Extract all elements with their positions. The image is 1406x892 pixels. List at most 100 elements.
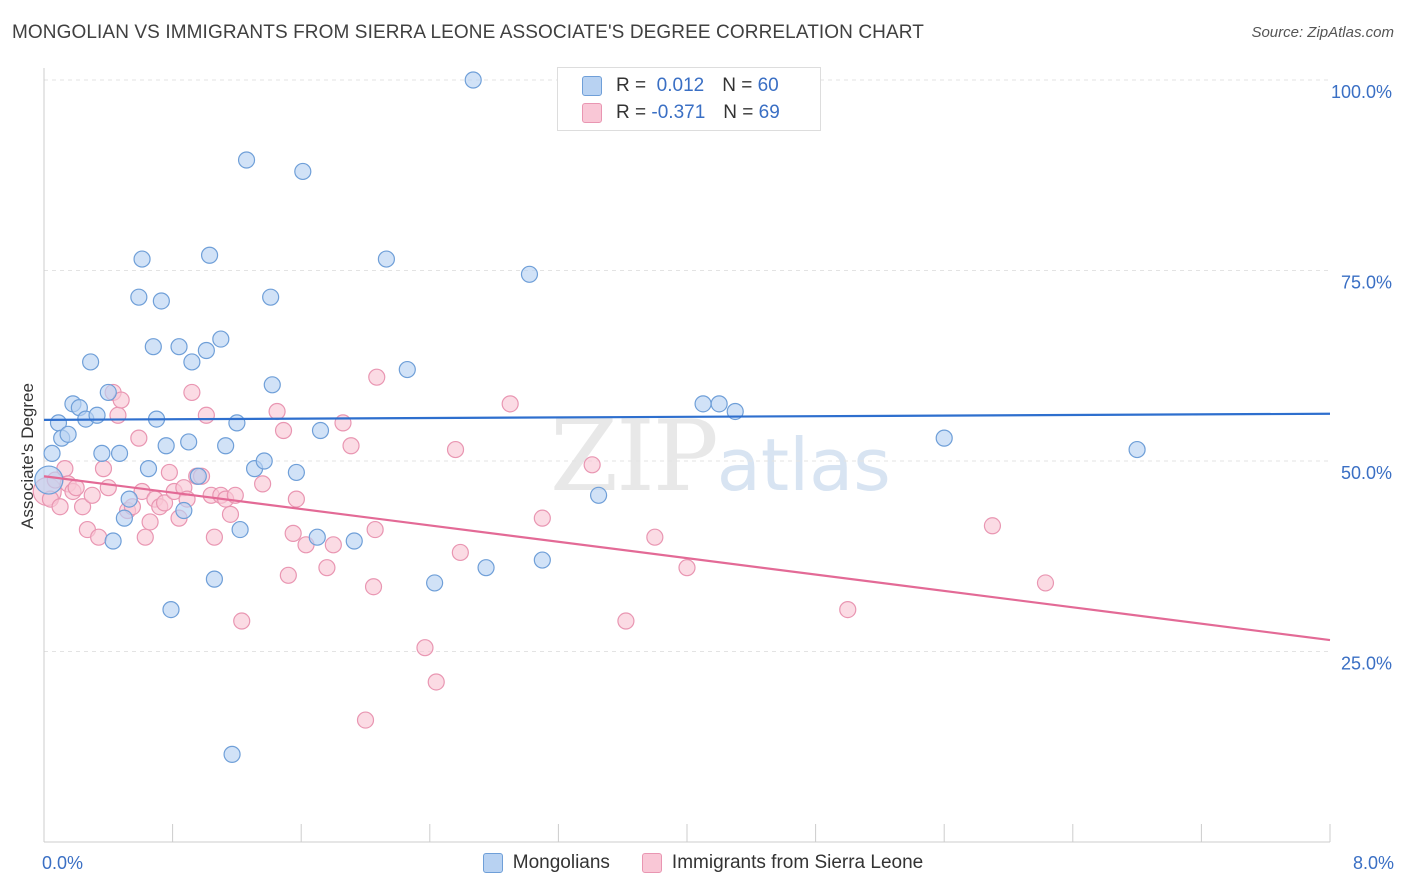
r-label: R =	[616, 75, 647, 96]
point-mongolian	[477, 559, 495, 577]
point-mongolian	[162, 600, 180, 619]
chart-source: Source: ZipAtlas.com	[1251, 24, 1394, 41]
point-mongolian	[180, 433, 198, 451]
y-axis-label: Associate's Degree	[18, 383, 37, 529]
point-mongolian	[255, 452, 273, 470]
point-mongolian	[133, 250, 151, 268]
point-sierra-leone	[254, 475, 272, 493]
point-sierra-leone	[268, 402, 286, 421]
point-mongolian	[170, 338, 188, 356]
point-sierra-leone	[318, 559, 336, 577]
point-mongolian	[520, 265, 539, 283]
point-mongolian	[88, 406, 106, 424]
point-mongolian	[197, 341, 215, 360]
point-mongolian	[589, 486, 608, 504]
chart-title: MONGOLIAN VS IMMIGRANTS FROM SIERRA LEON…	[12, 22, 924, 43]
legend-item-sierra-leone: Immigrants from Sierra Leone	[641, 852, 924, 874]
correlation-row-mongolians: R = 0.012 N = 60	[582, 74, 779, 98]
point-mongolian	[287, 463, 305, 482]
point-sierra-leone	[90, 528, 108, 546]
point-sierra-leone	[130, 429, 148, 447]
point-sierra-leone	[155, 494, 174, 512]
point-sierra-leone	[73, 498, 92, 516]
point-sierra-leone	[205, 528, 223, 546]
correlation-row-sierra-leone: R = -0.371 N = 69	[582, 101, 780, 125]
point-mongolian	[464, 71, 482, 89]
point-sierra-leone	[141, 513, 159, 531]
series-legend: Mongolians Immigrants from Sierra Leone	[0, 852, 1406, 874]
point-sierra-leone	[501, 395, 519, 413]
point-mongolian	[139, 460, 158, 478]
point-mongolian	[34, 465, 64, 495]
trendline-sierra-leone	[43, 475, 1331, 642]
point-mongolian	[377, 250, 395, 268]
point-sierra-leone	[109, 406, 127, 424]
point-mongolian	[152, 292, 170, 310]
point-sierra-leone	[94, 460, 113, 478]
point-sierra-leone	[99, 479, 117, 497]
point-mongolian	[157, 437, 175, 455]
correlation-legend: R = 0.012 N = 60 R = -0.371 N = 69	[557, 67, 821, 131]
point-mongolian	[426, 574, 444, 592]
point-sierra-leone	[233, 612, 251, 630]
point-mongolian	[115, 509, 133, 527]
point-mongolian	[144, 338, 162, 356]
y-tick-label: 50.0%	[1341, 463, 1392, 483]
legend-swatch-blue	[582, 76, 602, 96]
point-sierra-leone	[1036, 574, 1055, 592]
point-mongolian	[205, 570, 223, 588]
point-mongolian	[212, 330, 230, 348]
point-sierra-leone	[583, 456, 601, 474]
point-mongolian	[345, 532, 363, 550]
watermark-atlas: atlas	[716, 423, 891, 507]
r-value: -0.371	[651, 102, 706, 123]
point-mongolian	[311, 421, 330, 440]
n-label: N =	[723, 102, 754, 123]
point-sierra-leone	[136, 528, 154, 546]
point-mongolian	[1128, 440, 1146, 459]
point-mongolian	[99, 383, 117, 402]
point-mongolian	[262, 288, 280, 306]
point-sierra-leone	[342, 437, 360, 455]
point-sierra-leone	[451, 543, 469, 562]
point-sierra-leone	[368, 368, 386, 386]
point-sierra-leone	[364, 578, 383, 596]
point-mongolian	[231, 520, 249, 539]
point-sierra-leone	[274, 421, 293, 440]
r-value: 0.012	[656, 75, 705, 96]
point-sierra-leone	[279, 566, 297, 584]
point-mongolian	[237, 151, 256, 169]
point-mongolian	[175, 501, 193, 520]
y-tick-label: 75.0%	[1341, 273, 1392, 293]
point-sierra-leone	[416, 639, 434, 657]
legend-label: Mongolians	[512, 852, 610, 873]
point-mongolian	[217, 437, 235, 455]
point-sierra-leone	[221, 505, 240, 523]
point-mongolian	[294, 162, 312, 181]
point-sierra-leone	[112, 391, 130, 409]
n-label: N =	[722, 75, 753, 96]
point-mongolian	[183, 353, 201, 371]
legend-swatch-pink	[641, 853, 662, 873]
trendline-mongolian	[43, 412, 1331, 421]
point-sierra-leone	[287, 490, 305, 508]
point-sierra-leone	[356, 711, 375, 729]
point-sierra-leone	[366, 520, 384, 539]
point-mongolian	[308, 528, 326, 546]
legend-swatch-pink	[582, 103, 602, 123]
point-sierra-leone	[839, 600, 857, 619]
point-mongolian	[120, 490, 138, 508]
x-tick-label: 0.0%	[42, 853, 83, 873]
point-sierra-leone	[617, 612, 635, 630]
legend-label: Immigrants from Sierra Leone	[671, 852, 924, 873]
n-value: 69	[758, 102, 780, 123]
legend-swatch-blue	[482, 853, 503, 873]
n-value: 60	[757, 75, 779, 96]
point-mongolian	[263, 376, 281, 394]
point-mongolian	[398, 360, 416, 379]
point-mongolian	[200, 246, 219, 264]
point-mongolian	[43, 444, 61, 462]
point-sierra-leone	[678, 559, 696, 577]
point-mongolian	[82, 353, 100, 371]
point-mongolian	[228, 414, 246, 432]
